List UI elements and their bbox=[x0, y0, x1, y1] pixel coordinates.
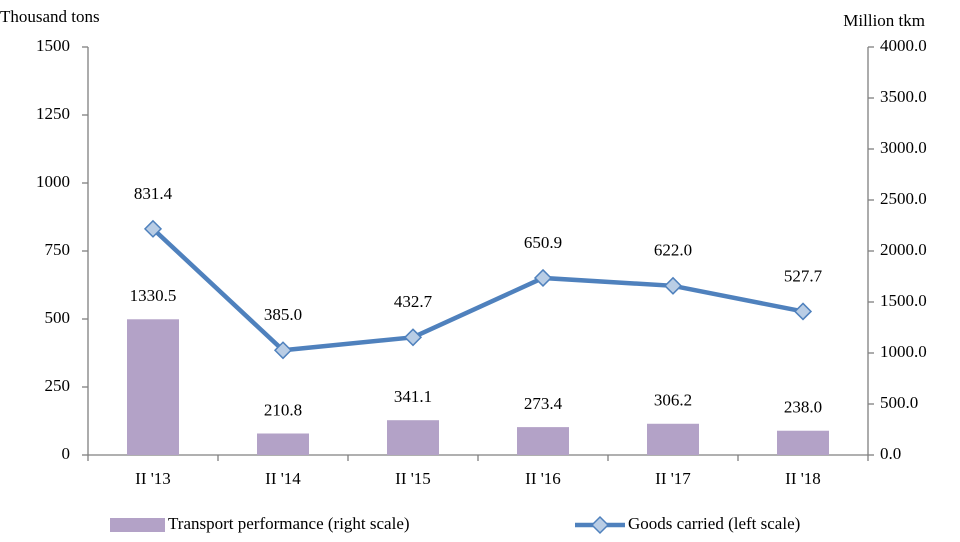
line-value-label: 432.7 bbox=[394, 292, 433, 311]
bar-value-label: 210.8 bbox=[264, 400, 302, 419]
bar bbox=[257, 433, 309, 455]
line-marker bbox=[273, 341, 293, 360]
y-axis-title: Thousand tons bbox=[0, 7, 100, 26]
line bbox=[151, 227, 804, 353]
bar bbox=[647, 423, 699, 455]
y-tick-label: 750 bbox=[45, 240, 71, 259]
y2-axis-title: Million tkm bbox=[843, 11, 925, 30]
line-marker bbox=[533, 268, 553, 288]
bar bbox=[127, 319, 179, 455]
y2-tick-label: 3000.0 bbox=[880, 138, 927, 157]
y-tick-label: 1250 bbox=[36, 104, 70, 123]
line-value-label: 385.0 bbox=[264, 305, 302, 324]
x-tick-label: II '16 bbox=[525, 469, 561, 488]
bar bbox=[387, 420, 439, 455]
x-tick-label: II '13 bbox=[135, 469, 171, 488]
y2-tick-label: 2000.0 bbox=[880, 240, 927, 259]
y-tick-label: 1500 bbox=[36, 36, 70, 55]
x-tick-label: II '14 bbox=[265, 469, 301, 488]
line-value-label: 622.0 bbox=[654, 241, 692, 260]
y-tick-label: 250 bbox=[45, 376, 71, 395]
y2-tick-label: 2500.0 bbox=[880, 189, 927, 208]
bar-value-label: 273.4 bbox=[524, 394, 563, 413]
y2-tick-label: 4000.0 bbox=[880, 36, 927, 55]
line-marker bbox=[403, 328, 423, 347]
x-tick-label: II '18 bbox=[785, 469, 821, 488]
y2-tick-label: 0.0 bbox=[880, 444, 901, 463]
line-value-label: 831.4 bbox=[134, 184, 173, 203]
bar-value-label: 341.1 bbox=[394, 387, 432, 406]
bar bbox=[777, 430, 829, 455]
y2-tick-label: 1500.0 bbox=[880, 291, 927, 310]
line-value-label: 650.9 bbox=[524, 233, 562, 252]
y2-tick-label: 500.0 bbox=[880, 393, 918, 412]
legend-label: Goods carried (left scale) bbox=[628, 514, 800, 533]
legend-label: Transport performance (right scale) bbox=[168, 514, 410, 533]
y2-tick-label: 1000.0 bbox=[880, 342, 927, 361]
bar-value-label: 306.2 bbox=[654, 391, 692, 410]
legend-marker bbox=[590, 515, 610, 535]
bar bbox=[517, 427, 569, 455]
bar-value-label: 1330.5 bbox=[130, 286, 177, 305]
line-value-label: 527.7 bbox=[784, 266, 823, 285]
y-tick-label: 500 bbox=[45, 308, 71, 327]
line-marker bbox=[143, 219, 163, 238]
y-tick-label: 1000 bbox=[36, 172, 70, 191]
line-marker bbox=[793, 302, 813, 321]
legend-swatch bbox=[110, 518, 165, 532]
y2-tick-label: 3500.0 bbox=[880, 87, 927, 106]
line-marker bbox=[663, 276, 683, 295]
bar-value-label: 238.0 bbox=[784, 398, 822, 417]
y-tick-label: 0 bbox=[62, 444, 71, 463]
x-tick-label: II '15 bbox=[395, 469, 431, 488]
x-tick-label: II '17 bbox=[655, 469, 691, 488]
